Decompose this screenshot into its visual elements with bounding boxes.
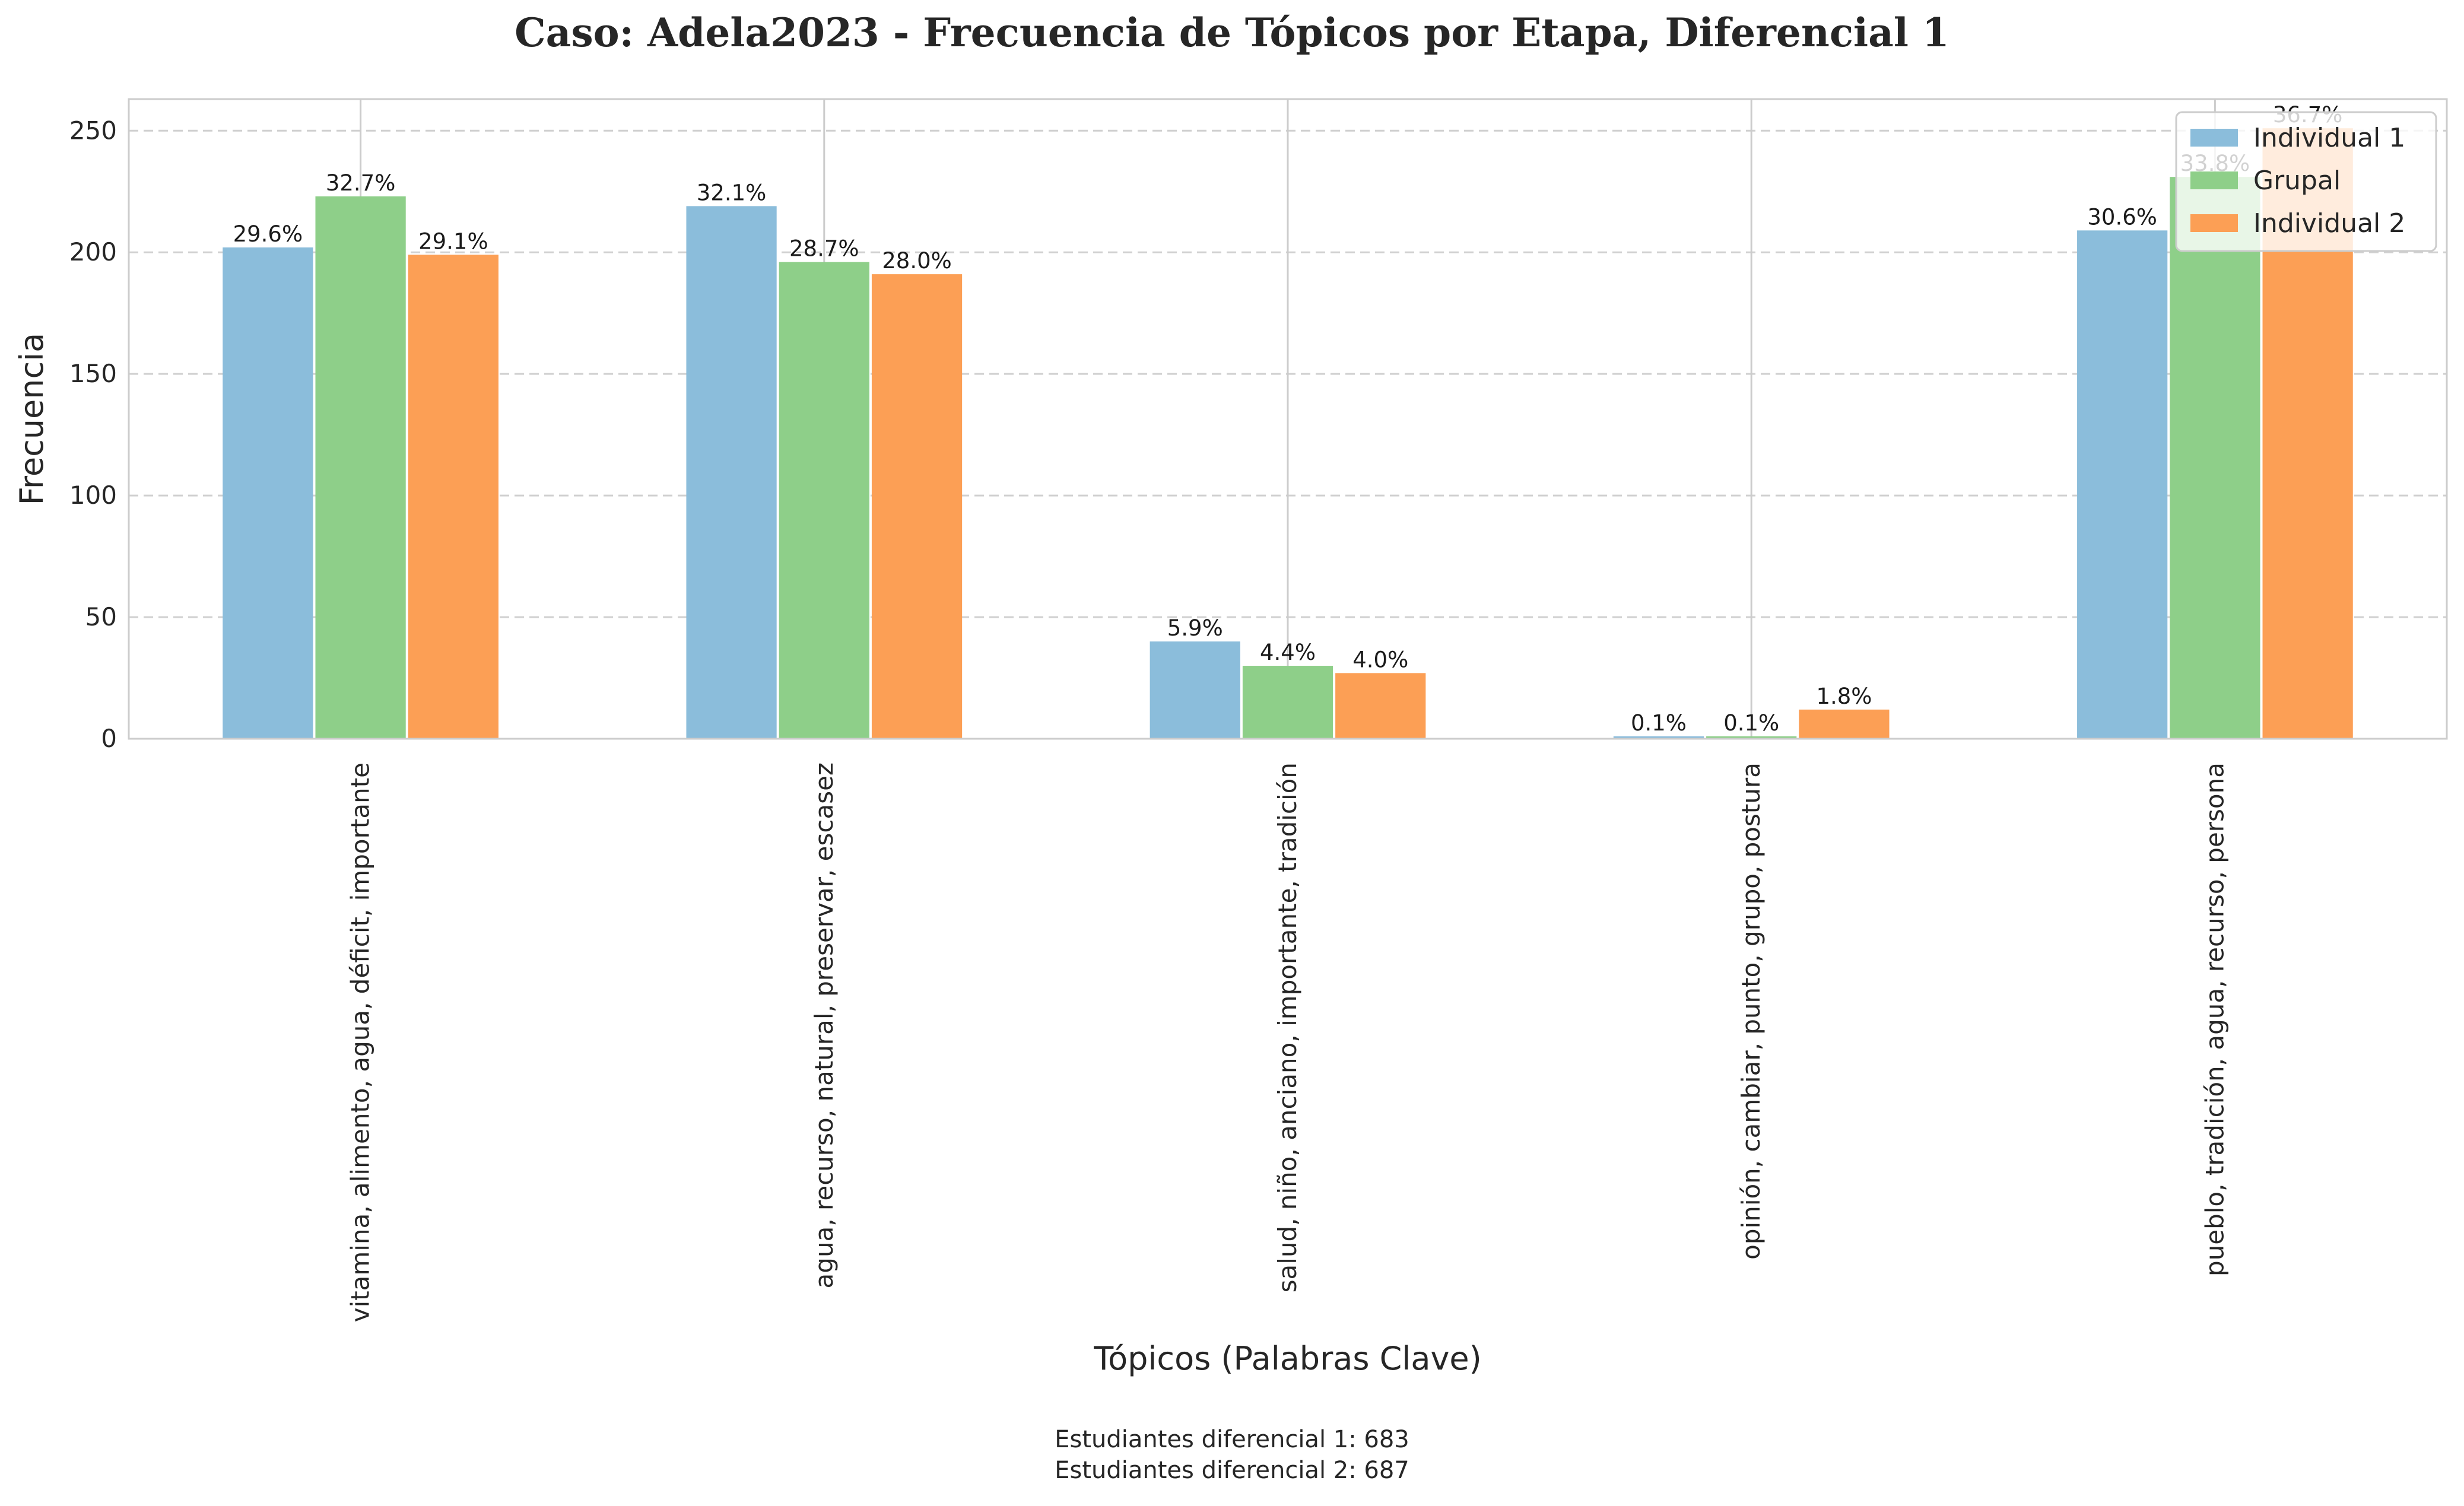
bar xyxy=(871,274,963,739)
x-tick-label: vitamina, alimento, agua, déficit, impor… xyxy=(346,762,375,1322)
bar xyxy=(1613,736,1704,739)
x-axis-ticks: vitamina, alimento, agua, déficit, impor… xyxy=(346,762,2230,1322)
y-tick-label: 200 xyxy=(69,237,117,266)
bar xyxy=(2170,177,2260,739)
legend: Individual 1 Grupal Individual 2 xyxy=(2175,111,2437,252)
y-tick-label: 250 xyxy=(69,116,117,145)
y-tick-label: 50 xyxy=(85,602,117,631)
bar-value-label: 0.1% xyxy=(1723,710,1779,736)
plot-frame xyxy=(128,98,2448,740)
bar-value-label: 29.1% xyxy=(418,228,488,254)
bar-value-label: 4.4% xyxy=(1260,640,1316,665)
bar-value-label: 4.0% xyxy=(1352,647,1408,672)
legend-box xyxy=(2175,111,2437,252)
bar xyxy=(1335,673,1426,739)
bar-value-label: 28.0% xyxy=(882,248,952,274)
legend-swatch xyxy=(2190,214,2238,232)
bar xyxy=(686,206,777,739)
x-tick-label: agua, recurso, natural, preservar, escas… xyxy=(809,762,839,1288)
bar-value-label: 5.9% xyxy=(1167,615,1223,641)
bar xyxy=(1799,709,1890,739)
footnote-line-1: Estudiantes diferencial 1: 683 xyxy=(1055,1426,1409,1453)
y-tick-label: 150 xyxy=(69,359,117,388)
y-tick-label: 0 xyxy=(101,724,117,753)
chart-title: Caso: Adela2023 - Frecuencia de Tópicos … xyxy=(515,9,1949,56)
bar xyxy=(1242,666,1333,739)
bar-value-label: 1.8% xyxy=(1816,684,1872,709)
footnote-line-2: Estudiantes diferencial 2: 687 xyxy=(1055,1457,1409,1484)
bar xyxy=(2077,230,2168,739)
bar-value-label: 30.6% xyxy=(2087,204,2157,230)
bar-value-label: 29.6% xyxy=(233,221,303,247)
bar xyxy=(223,247,313,739)
x-tick-label: opinión, cambiar, punto, grupo, postura xyxy=(1736,762,1766,1260)
bars-layer xyxy=(223,128,2353,739)
legend-swatch xyxy=(2190,171,2238,189)
x-axis-label: Tópicos (Palabras Clave) xyxy=(1093,1340,1481,1377)
bar xyxy=(1150,641,1240,739)
bar-value-label: 0.1% xyxy=(1631,710,1687,736)
bar xyxy=(779,262,869,739)
bar-value-label: 32.1% xyxy=(697,180,767,205)
y-axis-label: Frecuencia xyxy=(13,333,50,506)
bar-value-label: 28.7% xyxy=(789,236,859,262)
y-tick-label: 100 xyxy=(69,481,117,510)
x-tick-label: salud, niño, anciano, importante, tradic… xyxy=(1273,762,1302,1292)
x-tick-label: pueblo, tradición, agua, recurso, person… xyxy=(2200,762,2229,1276)
legend-label: Individual 2 xyxy=(2253,208,2405,239)
legend-label: Grupal xyxy=(2253,166,2341,196)
bar xyxy=(1706,736,1797,739)
legend-label: Individual 1 xyxy=(2253,123,2405,153)
bar xyxy=(315,196,406,739)
legend-swatch xyxy=(2190,129,2238,147)
bar xyxy=(408,255,498,739)
y-axis-ticks: 0 50 100 150 200 250 xyxy=(69,116,117,753)
bar-value-label: 32.7% xyxy=(326,170,396,196)
